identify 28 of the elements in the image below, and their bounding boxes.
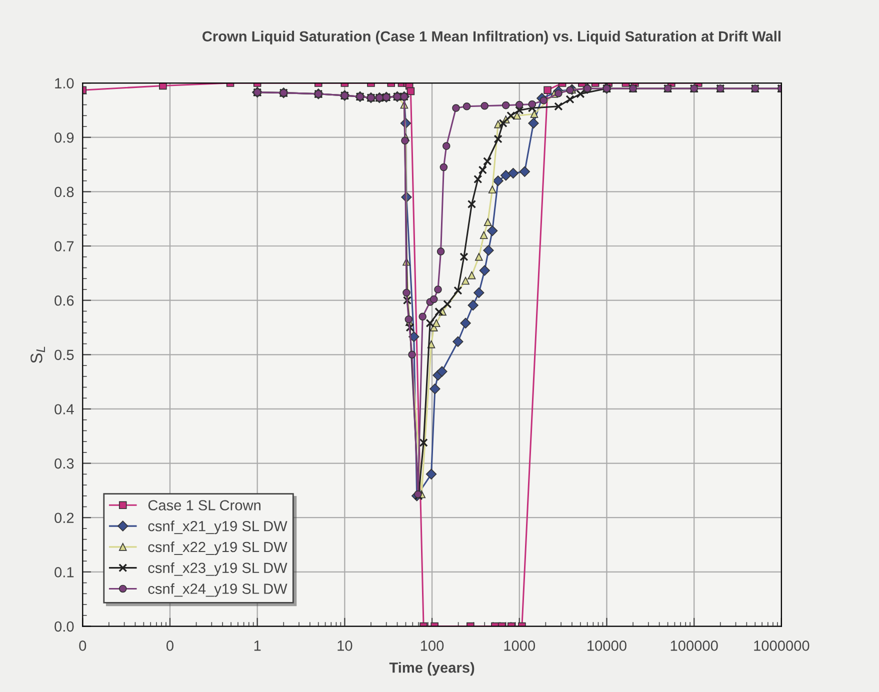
y-tick-label: 1.0 (55, 78, 74, 88)
y-tick-label: 0.1 (54, 567, 74, 578)
x-tick-label: 10000 (588, 640, 626, 651)
x-tick-label: 1 (254, 640, 261, 651)
y-tick-label: 0.2 (54, 512, 74, 524)
x-tick-label: 1000000 (754, 640, 810, 651)
y-tick-label: 0.6 (54, 295, 74, 306)
x-tick-label: 100000 (670, 640, 718, 651)
y-tick-label: 0.4 (54, 404, 74, 414)
chart-title: Crown Liquid Saturation (Case 1 Mean Infiltration) vs. Liquid Saturation at Drift Wall (202, 30, 780, 44)
y-axis-title: S$_{L}$ (30, 346, 45, 364)
legend-label: csnf_x21_y19 SL DW (148, 520, 288, 534)
y-tick-label: 0.5 (54, 350, 74, 360)
y-tick-label: 0.9 (54, 132, 74, 143)
legend-label: Case 1 SL Crown (148, 500, 260, 510)
x-tick-label: 1000 (504, 640, 536, 651)
y-tick-label: 0.8 (54, 186, 74, 198)
x-axis-title: Time (years) (389, 662, 474, 676)
x-tick-label: 100 (420, 640, 444, 651)
legend-label: csnf_x23_y19 SL DW (148, 562, 288, 576)
y-tick-label: 0.0 (54, 621, 74, 632)
legend-label: csnf_x22_y19 SL DW (148, 541, 288, 556)
x-tick-label: 0 (79, 640, 86, 651)
legend-label: csnf_x24_y19 SL DW (148, 583, 288, 597)
x-tick-label: 10 (338, 640, 352, 651)
x-tick-label: 0 (166, 640, 174, 651)
y-tick-label: 0.7 (54, 241, 74, 252)
y-tick-label: 0.3 (54, 458, 74, 469)
